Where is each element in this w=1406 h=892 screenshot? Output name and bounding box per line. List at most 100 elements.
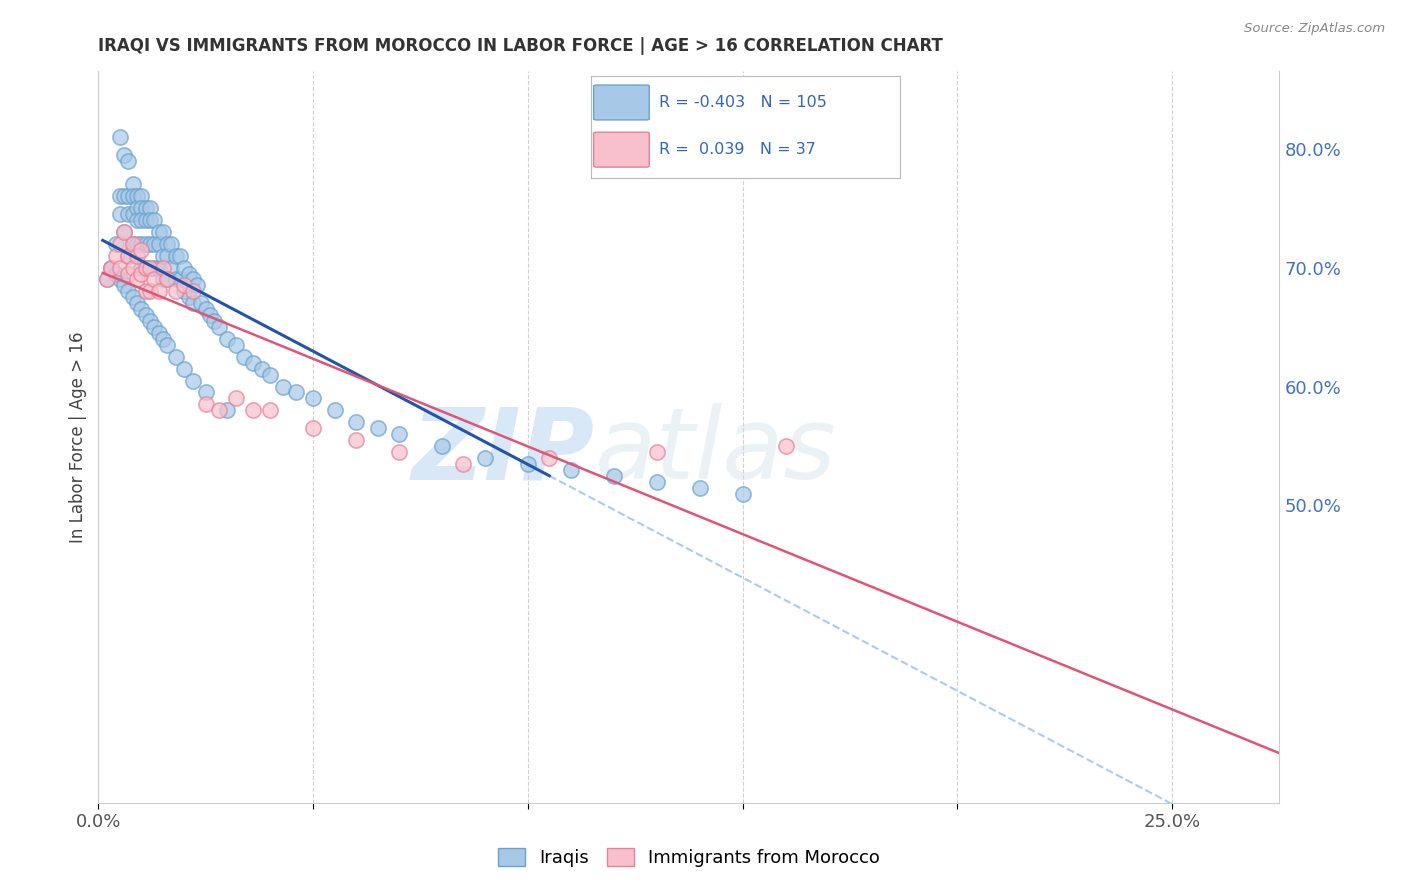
Point [117, 249, 139, 263]
Point [302, 392, 325, 406]
Point [121, 260, 143, 275]
Point [100, 260, 122, 275]
Point [121, 189, 143, 203]
Point [344, 433, 367, 447]
Point [156, 338, 179, 352]
Point [152, 225, 174, 239]
Point [190, 296, 212, 310]
Point [139, 314, 162, 328]
Text: atlas: atlas [595, 403, 837, 500]
Point [194, 302, 217, 317]
Point [194, 397, 217, 411]
Point [112, 147, 135, 161]
Point [143, 260, 166, 275]
Point [112, 225, 135, 239]
Point [139, 260, 162, 275]
Point [104, 267, 127, 281]
Point [139, 201, 162, 215]
Point [131, 213, 153, 227]
Point [139, 285, 162, 299]
Point [121, 236, 143, 251]
Point [177, 290, 200, 304]
Point [186, 278, 208, 293]
Point [117, 267, 139, 281]
Point [139, 260, 162, 275]
Point [169, 249, 191, 263]
Point [125, 236, 148, 251]
Point [125, 249, 148, 263]
Point [135, 285, 157, 299]
Point [108, 207, 131, 221]
FancyBboxPatch shape [593, 85, 650, 120]
Point [271, 379, 294, 393]
Point [131, 243, 153, 257]
Point [125, 272, 148, 286]
Point [148, 326, 170, 340]
Point [225, 338, 247, 352]
Point [152, 272, 174, 286]
Point [131, 267, 153, 281]
Point [194, 385, 217, 400]
Text: ZIP: ZIP [412, 403, 595, 500]
Point [208, 320, 231, 334]
Point [148, 236, 170, 251]
Point [148, 260, 170, 275]
Point [131, 189, 153, 203]
Point [112, 278, 135, 293]
Point [388, 427, 411, 442]
Point [156, 272, 179, 286]
Point [152, 332, 174, 346]
Point [131, 260, 153, 275]
Point [117, 153, 139, 168]
Point [121, 290, 143, 304]
Point [160, 260, 183, 275]
Point [173, 278, 195, 293]
Point [108, 129, 131, 144]
Point [104, 236, 127, 251]
Point [160, 236, 183, 251]
Point [285, 385, 308, 400]
Point [156, 236, 179, 251]
Point [131, 302, 153, 317]
Point [388, 445, 411, 459]
Point [181, 374, 204, 388]
Point [181, 272, 204, 286]
Point [731, 486, 754, 500]
Text: Source: ZipAtlas.com: Source: ZipAtlas.com [1244, 22, 1385, 36]
Point [181, 285, 204, 299]
Point [177, 267, 200, 281]
Point [165, 285, 187, 299]
Point [104, 267, 127, 281]
Point [165, 272, 187, 286]
Point [453, 457, 475, 471]
Point [259, 368, 281, 382]
Point [198, 308, 221, 322]
Point [242, 356, 264, 370]
Point [152, 249, 174, 263]
FancyBboxPatch shape [593, 132, 650, 167]
Point [217, 403, 239, 417]
Point [323, 403, 346, 417]
Point [100, 260, 122, 275]
Point [139, 236, 162, 251]
Point [131, 201, 153, 215]
Point [367, 421, 389, 435]
Point [117, 207, 139, 221]
Point [125, 201, 148, 215]
Point [302, 421, 325, 435]
Point [117, 189, 139, 203]
Point [121, 207, 143, 221]
Text: R =  0.039   N = 37: R = 0.039 N = 37 [658, 142, 815, 157]
Point [173, 260, 195, 275]
Point [135, 236, 157, 251]
Point [560, 463, 582, 477]
Point [121, 178, 143, 192]
Point [96, 272, 118, 286]
Point [344, 415, 367, 429]
Point [135, 213, 157, 227]
Y-axis label: In Labor Force | Age > 16: In Labor Force | Age > 16 [69, 331, 87, 543]
Point [173, 285, 195, 299]
Point [143, 320, 166, 334]
Point [430, 439, 453, 453]
Point [169, 272, 191, 286]
